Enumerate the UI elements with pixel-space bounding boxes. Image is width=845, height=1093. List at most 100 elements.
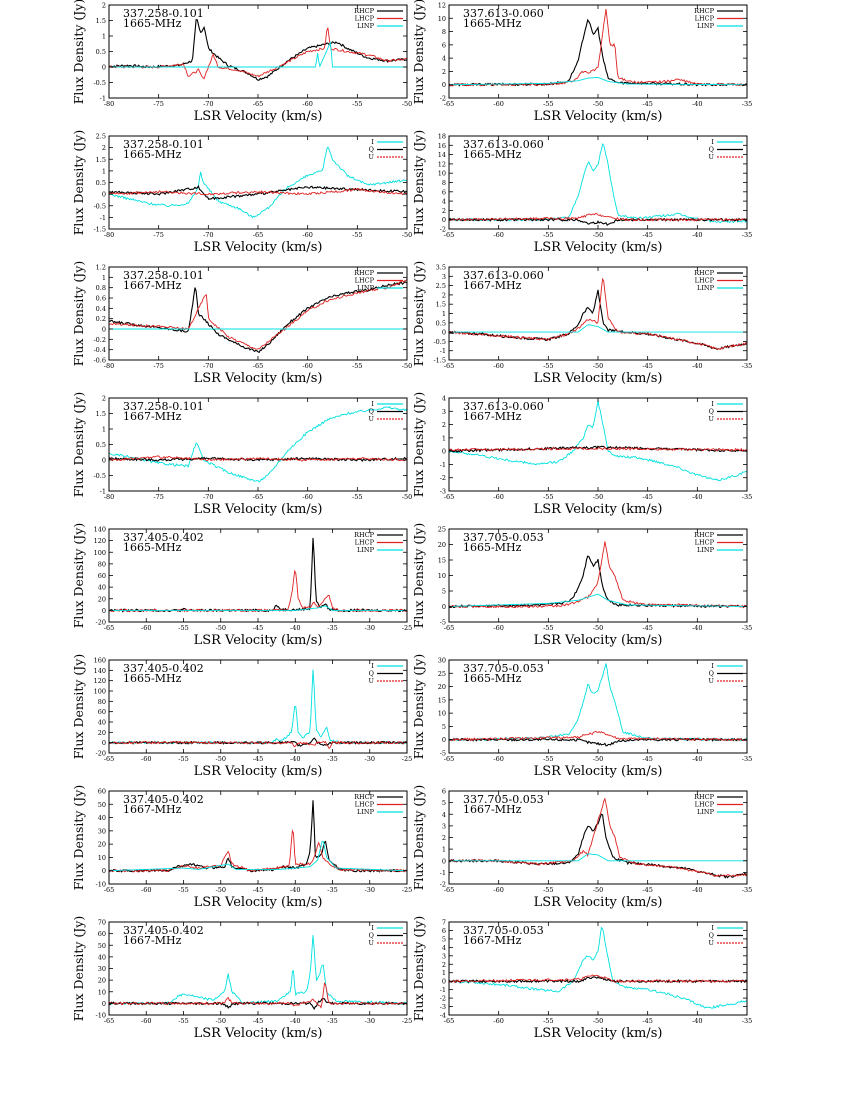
y-tick-label: -1: [440, 869, 446, 877]
x-tick-label: -30: [365, 624, 375, 632]
legend-label: I: [371, 924, 374, 932]
legend-label: LHCP: [695, 277, 715, 285]
series-line-rhcp: [449, 18, 747, 87]
y-axis-label: Flux Density (Jy): [411, 392, 426, 498]
chart-panel: -65 -60 -55 -50 -45 -40 -35 -30 -25 -10 0 10 20 30 40 5…: [71, 916, 412, 1041]
series-line-rhcp: [109, 281, 407, 354]
x-tick-label: -75: [153, 231, 163, 239]
y-tick-label: 0: [102, 326, 106, 334]
x-tick-label: -55: [178, 624, 188, 632]
x-tick-label: -60: [141, 624, 151, 632]
y-tick-label: 60: [98, 788, 106, 796]
y-tick-label: 1: [442, 434, 446, 442]
x-tick-label: -40: [692, 1017, 702, 1025]
y-tick-label: 1: [102, 33, 106, 41]
y-axis-label: Flux Density (Jy): [71, 654, 86, 760]
y-axis-label: Flux Density (Jy): [411, 0, 426, 104]
series-line-rhcp: [449, 813, 747, 879]
x-axis-label: LSR Velocity (km/s): [534, 895, 663, 910]
y-tick-label: -4: [440, 1012, 446, 1020]
y-tick-label: -3: [440, 488, 446, 496]
y-tick-label: 4: [442, 811, 446, 819]
y-tick-label: 20: [438, 683, 446, 691]
y-tick-label: 4: [442, 55, 446, 63]
y-tick-label: 14: [438, 151, 446, 159]
y-tick-label: -10: [96, 881, 106, 889]
legend-label: LHCP: [355, 539, 375, 547]
x-tick-label: -50: [593, 624, 603, 632]
series-line-linp: [109, 41, 407, 68]
y-tick-label: 1: [442, 969, 446, 977]
legend-label: RHCP: [354, 269, 375, 277]
legend-label: RHCP: [354, 793, 375, 801]
y-axis-label: Flux Density (Jy): [71, 261, 86, 367]
y-tick-label: 10: [98, 988, 106, 996]
x-tick-label: -50: [593, 231, 603, 239]
x-axis-label: LSR Velocity (km/s): [194, 764, 323, 779]
x-tick-label: -80: [104, 362, 114, 370]
x-tick-label: -40: [290, 624, 300, 632]
series-line-u: [449, 730, 747, 742]
y-tick-label: 0: [442, 736, 446, 744]
y-tick-label: -5: [440, 619, 446, 627]
frequency-label: 1665-MHz: [463, 672, 522, 685]
x-tick-label: -60: [493, 100, 503, 108]
y-tick-label: 2: [102, 144, 106, 152]
y-axis-label: Flux Density (Jy): [411, 523, 426, 629]
y-tick-label: 140: [94, 667, 106, 675]
x-axis-label: LSR Velocity (km/s): [194, 895, 323, 910]
y-tick-label: 0.2: [96, 315, 106, 323]
y-tick-label: 2.5: [436, 282, 446, 290]
y-tick-label: 5: [442, 935, 446, 943]
y-tick-label: 2: [442, 68, 446, 76]
x-tick-label: -35: [742, 886, 752, 894]
legend-label: LHCP: [695, 801, 715, 809]
source-name: 337.705-0.053: [463, 924, 544, 937]
x-tick-label: -70: [203, 362, 213, 370]
source-name: 337.258-0.101: [123, 7, 204, 20]
y-tick-label: -1: [100, 95, 106, 103]
y-tick-label: 60: [98, 930, 106, 938]
x-tick-label: -45: [253, 755, 263, 763]
legend-label: LINP: [697, 808, 715, 816]
legend-label: RHCP: [354, 7, 375, 15]
chart-panel: -65 -60 -55 -50 -45 -40 -35 -2 -1 0 1 2 3 4 5 6 LSR Velo…: [411, 785, 752, 910]
x-tick-label: -45: [642, 493, 652, 501]
x-tick-label: -35: [742, 231, 752, 239]
frequency-label: 1667-MHz: [123, 803, 182, 816]
x-axis-label: LSR Velocity (km/s): [534, 1026, 663, 1041]
y-tick-label: 20: [98, 729, 106, 737]
frequency-label: 1667-MHz: [463, 410, 522, 423]
y-tick-label: 6: [442, 927, 446, 935]
chart-panel: -65 -60 -55 -50 -45 -40 -35 -3 -2 -1 0 1 2 3 4 LSR Velo…: [411, 392, 752, 517]
y-tick-label: -1: [100, 214, 106, 222]
y-tick-label: 80: [98, 698, 106, 706]
series-line-rhcp: [109, 19, 407, 81]
x-axis-label: LSR Velocity (km/s): [194, 1026, 323, 1041]
x-tick-label: -55: [352, 231, 362, 239]
x-axis-label: LSR Velocity (km/s): [194, 502, 323, 517]
x-tick-label: -40: [692, 231, 702, 239]
x-tick-label: -60: [141, 1017, 151, 1025]
x-tick-label: -60: [302, 493, 312, 501]
legend-label: U: [369, 415, 375, 423]
legend-label: LINP: [357, 808, 375, 816]
y-tick-label: 0: [102, 607, 106, 615]
frequency-label: 1667-MHz: [123, 279, 182, 292]
y-tick-label: 0.5: [96, 48, 106, 56]
series-line-u: [449, 974, 747, 984]
chart-panel: -80 -75 -70 -65 -60 -55 -50 -1 -0.5 0 0.5 1 1.5 2 LSR …: [71, 0, 412, 124]
x-tick-label: -50: [593, 493, 603, 501]
y-tick-label: 0: [442, 978, 446, 986]
x-tick-label: -60: [493, 624, 503, 632]
legend-label: LHCP: [355, 15, 375, 23]
y-tick-label: 18: [438, 133, 446, 141]
y-tick-label: 140: [94, 526, 106, 534]
series-line-lhcp: [449, 541, 747, 609]
x-tick-label: -25: [402, 886, 412, 894]
y-tick-label: -20: [96, 619, 106, 627]
x-tick-label: -45: [642, 886, 652, 894]
y-tick-label: 3: [442, 408, 446, 416]
source-name: 337.405-0.402: [123, 793, 204, 806]
y-tick-label: 2: [442, 961, 446, 969]
